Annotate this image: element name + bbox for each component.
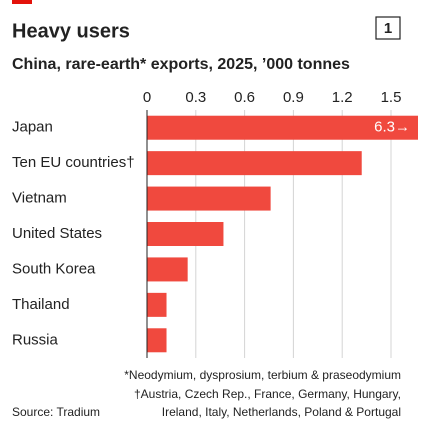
- x-tick-label: 0.6: [234, 89, 255, 106]
- chart-title: Heavy users: [12, 20, 130, 42]
- y-tick-label: Thailand: [12, 296, 70, 313]
- x-tick-label: 1.2: [332, 89, 353, 106]
- y-tick-label: Japan: [12, 119, 53, 136]
- y-tick-label: Ten EU countries†: [12, 154, 135, 171]
- x-tick-label: 0.9: [283, 89, 304, 106]
- bar: [147, 257, 188, 282]
- chart-subtitle: China, rare-earth* exports, 2025, ’000 t…: [12, 56, 350, 73]
- bar: [147, 186, 271, 211]
- bar: [147, 328, 167, 353]
- footnote: *Neodymium, dysprosium, terbium & praseo…: [124, 368, 401, 382]
- footnote: †Austria, Czech Rep., France, Germany, H…: [134, 387, 401, 401]
- footnote: Ireland, Italy, Netherlands, Poland & Po…: [162, 405, 401, 419]
- y-tick-label: United States: [12, 225, 102, 242]
- brand-tag: [12, 0, 32, 4]
- y-tick-label: Vietnam: [12, 190, 67, 207]
- chart-number-box: [375, 16, 401, 40]
- bar: [147, 115, 418, 140]
- bar: [147, 151, 362, 176]
- bar: [147, 292, 167, 317]
- x-tick-label: 0.3: [185, 89, 206, 106]
- y-tick-label: Russia: [12, 331, 59, 348]
- chart-number: 1: [384, 20, 392, 37]
- bar: [147, 222, 224, 246]
- source: Source: Tradium: [12, 405, 100, 419]
- y-tick-label: South Korea: [12, 260, 96, 277]
- x-tick-label: 0: [143, 89, 151, 106]
- value-label: 6.3→: [374, 119, 410, 136]
- plot-area: [147, 115, 418, 353]
- x-tick-label: 1.5: [381, 89, 402, 106]
